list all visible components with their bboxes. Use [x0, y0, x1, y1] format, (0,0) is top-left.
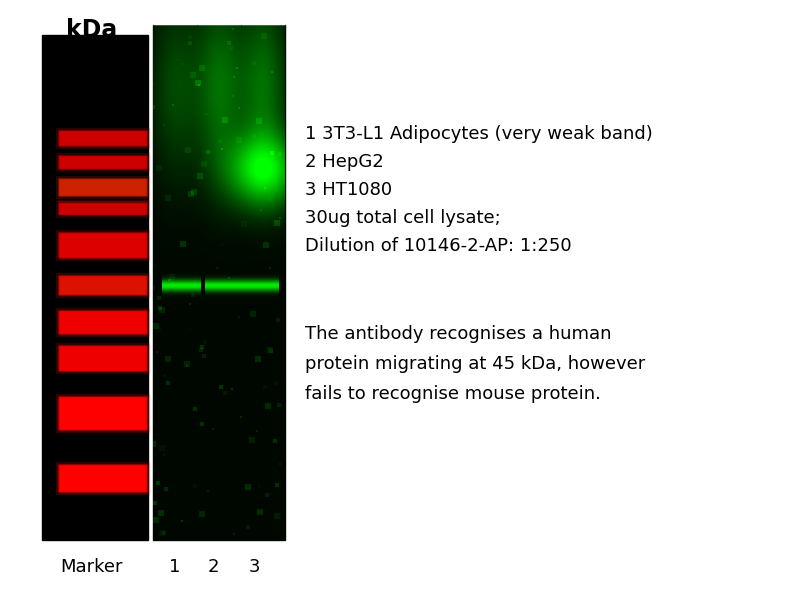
Text: 170: 170 — [10, 130, 39, 145]
Bar — [56, 308, 149, 336]
Text: Dilution of 10146-2-AP: 1:250: Dilution of 10146-2-AP: 1:250 — [305, 237, 572, 255]
Bar — [60, 132, 145, 144]
Bar — [60, 234, 145, 256]
Text: 34: 34 — [20, 314, 39, 329]
Bar — [42, 35, 148, 540]
Bar — [58, 345, 147, 371]
Bar — [59, 311, 146, 333]
Bar — [56, 176, 149, 198]
Bar — [59, 276, 146, 294]
Text: protein migrating at 45 kDa, however: protein migrating at 45 kDa, however — [305, 355, 646, 373]
Bar — [60, 466, 145, 490]
Text: 26: 26 — [20, 350, 39, 365]
Bar — [56, 153, 149, 171]
Text: 130: 130 — [10, 154, 39, 169]
Bar — [58, 130, 147, 146]
Text: 72: 72 — [20, 200, 39, 215]
Bar — [153, 25, 285, 540]
Text: 3 HT1080: 3 HT1080 — [305, 181, 392, 199]
Bar — [59, 346, 146, 370]
Bar — [58, 232, 147, 258]
Bar — [60, 203, 145, 212]
Bar — [56, 230, 149, 260]
Text: 92: 92 — [20, 179, 39, 194]
Bar — [60, 157, 145, 167]
Bar — [60, 347, 145, 369]
Bar — [59, 179, 146, 195]
Bar — [58, 464, 147, 492]
Text: kDa: kDa — [66, 18, 118, 42]
Bar — [60, 312, 145, 332]
Bar — [56, 462, 149, 494]
Text: 2: 2 — [207, 558, 218, 576]
Bar — [56, 199, 149, 217]
Bar — [58, 202, 147, 214]
Text: 1 3T3-L1 Adipocytes (very weak band): 1 3T3-L1 Adipocytes (very weak band) — [305, 125, 653, 143]
Bar — [59, 131, 146, 145]
Bar — [56, 343, 149, 373]
Bar — [58, 155, 147, 169]
Text: fails to recognise mouse protein.: fails to recognise mouse protein. — [305, 385, 601, 403]
Text: 1: 1 — [170, 558, 181, 576]
Bar — [59, 397, 146, 429]
Text: 55: 55 — [20, 238, 39, 253]
Text: Marker: Marker — [61, 558, 123, 576]
Bar — [56, 394, 149, 432]
Bar — [59, 465, 146, 491]
Text: 17: 17 — [20, 406, 39, 421]
Bar — [59, 156, 146, 168]
Text: 2 HepG2: 2 HepG2 — [305, 153, 384, 171]
Bar — [58, 310, 147, 334]
Bar — [58, 275, 147, 295]
Text: 10: 10 — [20, 470, 39, 485]
Bar — [60, 398, 145, 428]
Bar — [58, 396, 147, 430]
Text: 3: 3 — [248, 558, 260, 576]
Bar — [59, 233, 146, 257]
Bar — [60, 180, 145, 194]
Bar — [60, 277, 145, 293]
Text: The antibody recognises a human: The antibody recognises a human — [305, 325, 611, 343]
Text: 30ug total cell lysate;: 30ug total cell lysate; — [305, 209, 501, 227]
Bar — [56, 128, 149, 148]
Bar — [59, 202, 146, 214]
Bar — [56, 273, 149, 297]
Bar — [58, 178, 147, 196]
Text: 43: 43 — [20, 277, 39, 292]
